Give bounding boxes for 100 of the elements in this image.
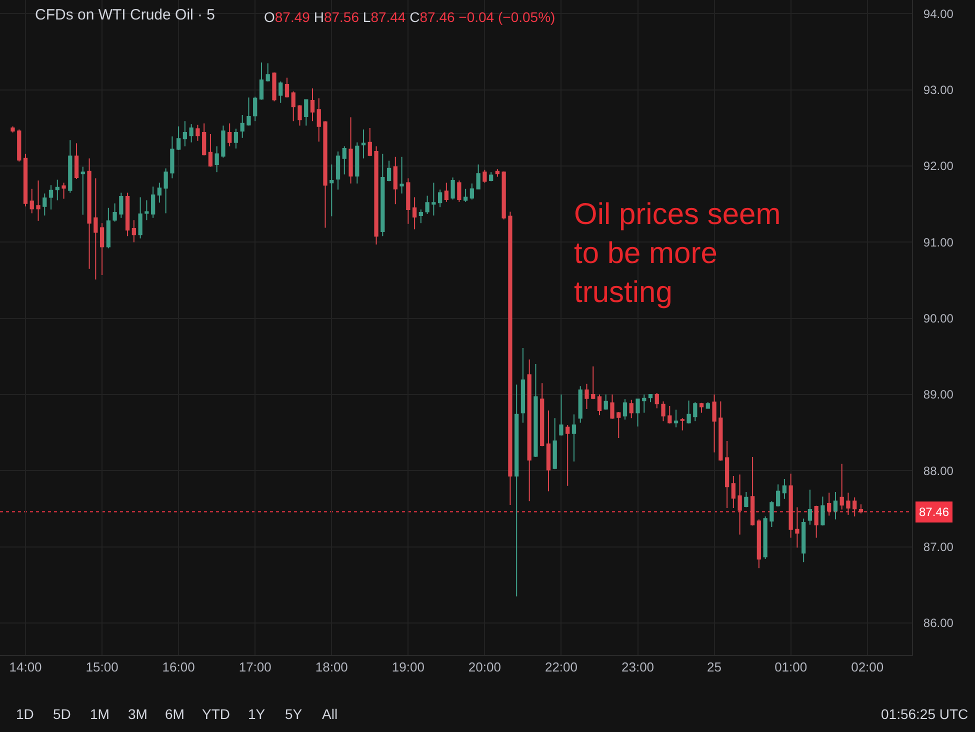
text: CFDs on WTI Crude Oil · 5 <box>35 6 216 24</box>
candlestick <box>336 151 340 190</box>
candlestick <box>62 182 66 200</box>
candlestick <box>284 77 290 98</box>
candlestick <box>432 182 436 216</box>
candlestick <box>674 409 678 428</box>
y-tick-label: 93.00 <box>923 83 954 98</box>
text: 3M <box>128 706 148 722</box>
x-tick-label: 17:00 <box>238 660 272 675</box>
x-tick-label: 14:00 <box>9 660 42 675</box>
candlestick <box>489 172 494 182</box>
candlestick <box>170 136 174 179</box>
candlestick <box>724 440 730 509</box>
candlestick <box>546 410 551 492</box>
candlestick <box>846 492 850 516</box>
candlestick <box>310 88 315 122</box>
x-tick-label: 23:00 <box>621 660 654 675</box>
candlestick <box>425 195 430 215</box>
candlestick <box>157 182 162 204</box>
x-tick-label: 02:00 <box>851 660 884 675</box>
candlestick <box>323 120 328 228</box>
text: 1Y <box>248 706 266 722</box>
candlestick <box>616 412 621 438</box>
text: 1D <box>16 706 34 722</box>
candlestick <box>852 496 857 517</box>
candlestick <box>342 146 346 175</box>
candlestick <box>502 170 506 220</box>
candlestick <box>23 153 28 207</box>
candlestick <box>750 456 755 526</box>
candlestick <box>208 134 213 168</box>
candlestick <box>464 188 468 202</box>
x-tick-label: 01:00 <box>774 660 808 675</box>
ref-line-label: 87.46 <box>919 505 950 519</box>
candlestick <box>380 153 385 237</box>
candlestick <box>234 128 238 150</box>
candlestick <box>476 164 480 190</box>
candlestick <box>744 492 748 508</box>
candlestick <box>348 116 353 184</box>
candlestick <box>138 196 142 239</box>
candlestick <box>412 196 417 230</box>
candlestick <box>55 179 60 201</box>
candlestick <box>566 424 570 486</box>
x-tick-label: 25 <box>707 660 722 675</box>
candlestick <box>444 182 448 202</box>
candlestick <box>534 364 538 458</box>
y-tick-label: 89.00 <box>923 388 954 402</box>
candlestick <box>578 386 582 424</box>
candlestick <box>699 402 704 414</box>
candlestick <box>552 418 557 470</box>
candlestick <box>291 90 296 122</box>
candlestick <box>731 476 736 509</box>
candlestick <box>221 125 226 158</box>
candlestick <box>782 478 787 500</box>
candlestick <box>355 142 360 184</box>
candlestick <box>246 96 251 126</box>
candlestick <box>718 400 723 462</box>
candlestick <box>266 62 270 82</box>
y-tick-label: 92.00 <box>923 159 954 174</box>
candlestick <box>151 186 156 218</box>
candlestick <box>827 492 832 516</box>
candlestick <box>80 166 85 216</box>
y-tick-label: 94.00 <box>923 6 954 21</box>
candlestick <box>125 192 130 237</box>
candlestick <box>30 188 34 214</box>
candlestick <box>196 124 200 142</box>
x-tick-label: 15:00 <box>86 660 118 675</box>
x-tick-label: 16:00 <box>162 660 195 675</box>
text: 5D <box>53 706 71 722</box>
candlestick <box>706 402 710 409</box>
candlestick <box>228 122 232 147</box>
candlestick <box>814 505 818 538</box>
x-tick-label: 22:00 <box>544 660 578 675</box>
candlestick <box>642 394 646 414</box>
candlestick <box>559 394 564 436</box>
candlestick <box>189 124 194 143</box>
candlestick <box>94 178 98 280</box>
candlestick <box>106 207 110 249</box>
candlestick <box>470 183 474 200</box>
text: O87.49 H87.56 L87.44 C87.46 −0.04 (−0.05%) <box>264 9 556 25</box>
candlestick <box>406 178 410 224</box>
candlestick <box>770 500 774 528</box>
candlestick <box>100 222 104 276</box>
text: 6M <box>165 706 184 722</box>
y-tick-label: 90.00 <box>923 312 954 326</box>
candlestick <box>450 176 455 200</box>
candlestick <box>686 400 691 424</box>
candlestick <box>240 114 244 138</box>
y-tick-label: 91.00 <box>923 235 954 250</box>
candlestick <box>304 99 308 126</box>
candlestick <box>393 156 398 205</box>
y-tick-label: 88.00 <box>923 464 954 478</box>
candlestick <box>572 414 576 462</box>
candlestick <box>680 418 684 431</box>
candlestick <box>438 189 442 208</box>
candlestick <box>36 180 40 222</box>
candlestick <box>712 394 716 453</box>
candlestick <box>482 169 487 184</box>
candlestick <box>74 142 79 180</box>
candlestick <box>654 392 659 409</box>
candlestick <box>808 489 812 526</box>
